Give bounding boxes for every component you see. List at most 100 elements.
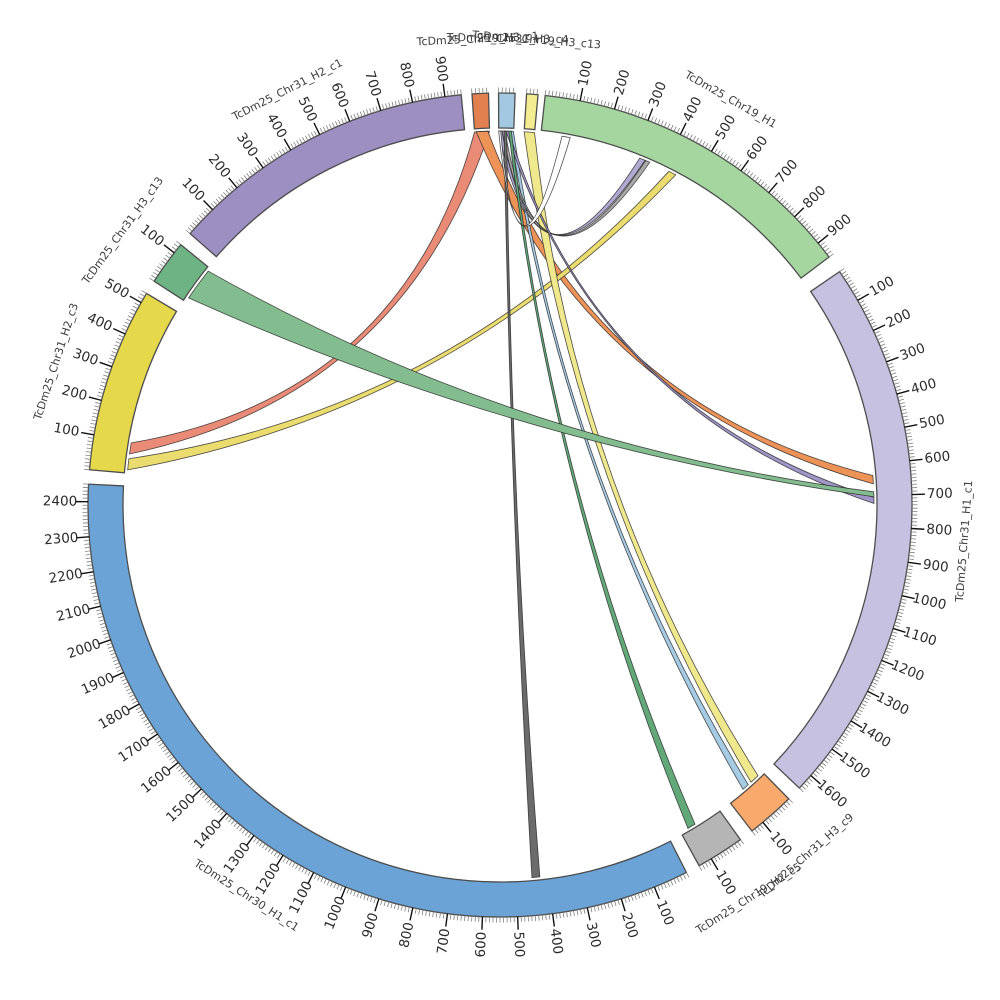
- tick-minor-chr31_h3_c9: [773, 812, 778, 818]
- tick-minor-chr31_h2_c3: [89, 429, 95, 432]
- tick-minor-chr31_h1_c1: [898, 398, 904, 402]
- tick-label-chr31_h2_c1-200: 200: [205, 151, 234, 181]
- tick-minor-chr31_h1_c1: [879, 343, 886, 347]
- tick-major-chr30_h1_c1: [76, 536, 90, 539]
- tick-major-chr31_h2_c1: [409, 89, 414, 103]
- tick-minor-chr30_h1_c1: [400, 905, 403, 911]
- tick-minor-chr31_h1_c1: [862, 306, 868, 310]
- tick-minor-chr19_h2_c5: [716, 854, 721, 860]
- tick-minor-chr19_h1: [576, 94, 579, 101]
- tick-minor-chr19_h2_c5: [698, 865, 703, 871]
- tick-minor-chr31_h3_c13: [149, 277, 155, 282]
- tick-minor-chr31_h1_c1: [871, 681, 878, 685]
- tick-minor-chr30_h1_c1: [304, 869, 308, 875]
- tick-minor-chr31_h2_c3: [84, 465, 90, 467]
- tick-minor-chr31_h1_c1: [864, 696, 870, 701]
- tick-major-chr30_h1_c1: [481, 916, 484, 930]
- tick-minor-chr31_h1_c1: [855, 294, 861, 298]
- tick-major-chr30_h1_c1: [586, 907, 591, 921]
- tick-major-chr30_h1_c1: [620, 898, 626, 912]
- tick-minor-chr19_h1: [813, 233, 819, 239]
- tick-major-chr31_h1_c1: [886, 356, 899, 363]
- tick-label-chr30_h1_c1-1300: 1300: [221, 839, 254, 876]
- tick-minor-chr30_h1_c1: [356, 891, 360, 898]
- tick-minor-chr31_h1_c1: [843, 731, 849, 736]
- tick-label-chr30_h1_c1-2000: 2000: [65, 636, 103, 662]
- tick-label-chr31_h2_c1-700: 700: [361, 69, 384, 98]
- tick-minor-chr30_h1_c1: [91, 592, 98, 595]
- tick-minor-chr30_h1_c1: [107, 646, 114, 649]
- tick-major-chr31_h3_c13: [163, 244, 175, 254]
- tick-minor-chr30_h1_c1: [333, 882, 337, 889]
- tick-minor-chr30_h1_c1: [307, 870, 311, 876]
- tick-minor-chr19_h1: [791, 210, 797, 215]
- tick-minor-chr30_h1_c1: [449, 914, 452, 920]
- tick-minor-chr19_h1: [600, 100, 603, 106]
- tick-minor-chr30_h1_c1: [607, 902, 610, 909]
- tick-minor-chr19_h2_c5: [740, 839, 744, 845]
- tick-minor-chr30_h1_c1: [295, 863, 299, 870]
- tick-minor-chr31_h1_c1: [870, 684, 876, 688]
- tick-minor-chr31_h1_c1: [878, 666, 885, 670]
- tick-minor-chr30_h1_c1: [143, 718, 149, 723]
- tick-label-chr30_h1_c1-2400: 2400: [43, 493, 77, 509]
- tick-minor-chr30_h1_c1: [85, 557, 92, 559]
- tick-label-chr31_h2_c1-300: 300: [233, 130, 261, 160]
- tick-minor-chr19_h1: [637, 111, 641, 117]
- tick-minor-chr31_h2_c1: [369, 108, 372, 114]
- tick-minor-chr31_h2_c1: [210, 203, 216, 208]
- tick-minor-chr30_h1_c1: [640, 891, 644, 898]
- tick-minor-chr31_h1_c1: [868, 318, 874, 322]
- tick-minor-chr31_h1_c1: [853, 291, 860, 295]
- tick-minor-chr19_h1: [720, 152, 724, 158]
- tick-minor-chr30_h1_c1: [96, 612, 103, 615]
- tick-minor-chr30_h1_c1: [88, 574, 95, 577]
- segments-layer: [87, 92, 913, 918]
- tick-minor-chr30_h1_c1: [370, 896, 373, 902]
- tick-minor-chr19_h1: [701, 141, 706, 147]
- tick-minor-chr31_h1_c1: [833, 745, 839, 750]
- tick-minor-chr31_h2_c1: [203, 210, 209, 215]
- tick-minor-chr31_h1_c1: [865, 312, 871, 316]
- tick-minor-chr31_h2_c3: [137, 296, 144, 300]
- tick-label-chr31_h1_c1-300: 300: [898, 340, 928, 364]
- tick-major-chr30_h1_c1: [217, 812, 228, 824]
- tick-minor-chr19_h1: [822, 244, 828, 249]
- tick-minor-chr31_h1_c1: [886, 647, 892, 650]
- tick-minor-chr31_h2_c1: [366, 109, 369, 115]
- tick-minor-chr30_h1_c1: [393, 903, 397, 910]
- tick-minor-chr19_h2_c5: [734, 843, 739, 849]
- tick-minor-chr31_h2_c1: [350, 114, 354, 121]
- tick-label-chr31_h1_c1-1100: 1100: [901, 624, 939, 650]
- link-bluesmall-to-blue: [503, 130, 541, 879]
- tick-minor-chr31_h2_c1: [265, 159, 269, 165]
- tick-minor-chr30_h1_c1: [127, 691, 133, 695]
- tick-minor-chr31_h2_c1: [381, 104, 385, 110]
- tick-minor-chr31_h1_c1: [902, 591, 909, 594]
- tick-minor-chr31_h2_c1: [341, 118, 345, 124]
- tick-minor-chr31_h2_c1: [276, 152, 280, 158]
- tick-major-chr30_h1_c1: [653, 886, 660, 900]
- tick-minor-chr30_h1_c1: [110, 652, 116, 656]
- tick-label-chr31_h2_c1-400: 400: [263, 111, 290, 141]
- segment-label-chr30_h1_c1: TcDm25_Chr30_H1_c1: [191, 856, 301, 934]
- tick-minor-chr31_h1_c1: [839, 268, 845, 272]
- tick-major-chr31_h1_c1: [881, 659, 894, 666]
- tick-minor-chr19_h1: [562, 92, 564, 98]
- tick-minor-chr30_h1_c1: [380, 899, 383, 906]
- tick-minor-chr31_h1_c1: [895, 388, 902, 392]
- tick-minor-chr30_h1_c1: [171, 759, 177, 764]
- tick-minor-chr31_h2_c1: [185, 229, 191, 234]
- tick-minor-chr31_h2_c3: [118, 334, 124, 338]
- tick-minor-chr30_h1_c1: [576, 909, 579, 916]
- tick-minor-chr31_h2_c1: [424, 94, 426, 100]
- segment-arc-chr31_h3_c4: [497, 92, 516, 129]
- tick-minor-chr31_h3_c13: [167, 251, 173, 256]
- tick-minor-chr30_h1_c1: [453, 914, 455, 920]
- tick-minor-chr30_h1_c1: [320, 876, 324, 883]
- tick-minor-chr30_h1_c1: [87, 567, 93, 570]
- tick-minor-chr30_h1_c1: [86, 564, 93, 566]
- tick-minor-chr31_h1_c1: [874, 330, 880, 334]
- tick-minor-chr31_h2_c1: [414, 96, 417, 102]
